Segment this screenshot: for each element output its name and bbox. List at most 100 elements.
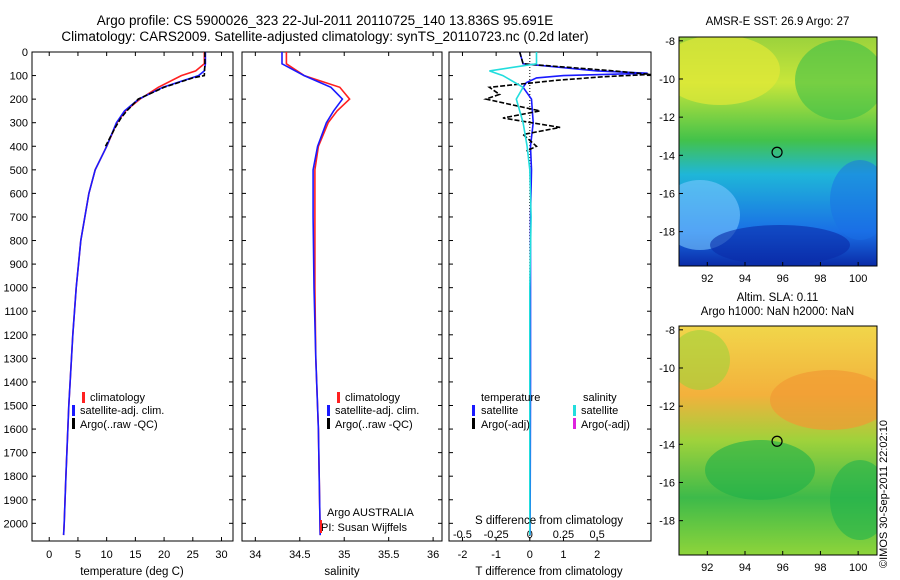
argo-location-marker <box>771 435 783 447</box>
map-y-tick-label: -8 <box>665 325 675 337</box>
x-axis-label-s-difference: S difference from climatology <box>475 515 623 527</box>
legend-swatch-satellite <box>327 405 330 416</box>
x-tick-label-top: -0.25 <box>484 529 509 541</box>
map-x-tick-label: 96 <box>777 562 789 574</box>
map-y-tick-label: -10 <box>659 74 675 86</box>
x-tick-label: -1 <box>491 549 501 561</box>
map-y-tick-label: -16 <box>659 188 675 200</box>
y-tick-label: 400 <box>10 141 28 153</box>
y-tick-label: 0 <box>22 47 28 59</box>
x-axis-label-salinity: salinity <box>324 566 359 578</box>
legend-climatology: climatology <box>90 392 146 404</box>
salinity-legend: climatology satellite-adj. clim. Argo(..… <box>320 392 419 534</box>
legend-climatology: climatology <box>345 392 401 404</box>
legend-swatch-climatology <box>337 392 340 403</box>
map2-title: Altim. SLA: 0.11 <box>736 292 819 304</box>
map-x-tick-label: 92 <box>701 562 713 574</box>
y-tick-label: 1100 <box>4 306 28 318</box>
map-y-tick-label: -18 <box>659 516 675 528</box>
x-tick-label: 15 <box>129 549 141 561</box>
map1-title: AMSR-E SST: 26.9 Argo: 27 <box>705 16 850 28</box>
map-x-tick-label: 100 <box>849 273 867 285</box>
series-line-temperature-argo-adj- <box>483 51 652 152</box>
sst-map <box>679 37 877 266</box>
series-line-salinity-satellite <box>489 52 538 536</box>
map-y-tick-label: -16 <box>659 477 675 489</box>
x-tick-label-top: 0.5 <box>589 529 604 541</box>
x-tick-label: 20 <box>158 549 170 561</box>
legend-header-salinity: salinity <box>583 392 617 404</box>
annotation-argo-australia: Argo AUSTRALIA <box>327 507 414 519</box>
x-tick-label: 5 <box>75 549 81 561</box>
y-tick-label: 1600 <box>4 424 28 436</box>
legend-satellite: satellite-adj. clim. <box>80 405 164 417</box>
y-tick-label: 2000 <box>4 518 28 530</box>
map-x-tick-label: 96 <box>777 273 789 285</box>
legend-argo: Argo(..raw -QC) <box>80 419 158 431</box>
y-tick-label: 1700 <box>4 448 28 460</box>
legend-swatch-t-argo <box>472 418 475 429</box>
legend-swatch-argo <box>72 418 75 429</box>
y-tick-label: 700 <box>10 212 28 224</box>
temperature-panel <box>31 51 234 542</box>
legend-t-argo: Argo(-adj) <box>481 419 530 431</box>
y-tick-label: 1900 <box>4 495 28 507</box>
annotation-pi: PI: Susan Wijffels <box>321 522 407 534</box>
series-line-argo-raw-qc- <box>104 52 206 147</box>
sst-map-frame <box>678 36 878 267</box>
legend-s-satellite: satellite <box>581 405 618 417</box>
salinity-panel <box>241 51 443 542</box>
legend-swatch-t-satellite <box>472 405 475 416</box>
x-tick-label: 25 <box>187 549 199 561</box>
map-y-tick-label: -8 <box>665 36 675 48</box>
legend-swatch-satellite <box>72 405 75 416</box>
y-tick-label: 1200 <box>4 330 28 342</box>
x-tick-label-top: -0.5 <box>453 529 472 541</box>
y-tick-label: 1000 <box>4 283 28 295</box>
x-tick-label: 30 <box>215 549 227 561</box>
y-tick-label: 1300 <box>4 353 28 365</box>
difference-legend: temperature salinity satellite Argo(-adj… <box>472 392 630 431</box>
y-tick-label: 1500 <box>4 400 28 412</box>
legend-argo: Argo(..raw -QC) <box>335 419 413 431</box>
x-tick-label-top: 0.25 <box>553 529 574 541</box>
map-x-tick-label: 92 <box>701 273 713 285</box>
map-y-tick-label: -10 <box>659 363 675 375</box>
y-tick-label: 300 <box>10 118 28 130</box>
argo-location-marker <box>771 146 783 158</box>
legend-swatch-climatology <box>82 392 85 403</box>
map-x-tick-label: 98 <box>814 562 826 574</box>
header-line-1: Argo profile: CS 5900026_323 22-Jul-2011… <box>96 13 554 28</box>
x-tick-label: 34 <box>249 549 261 561</box>
temperature-legend: climatology satellite-adj. clim. Argo(..… <box>72 392 164 431</box>
difference-panel <box>448 51 652 542</box>
sla-map-frame <box>678 325 878 556</box>
x-tick-label: 10 <box>101 549 113 561</box>
map-x-tick-label: 94 <box>739 562 751 574</box>
header-line-2: Climatology: CARS2009. Satellite-adjuste… <box>61 29 589 44</box>
y-tick-label: 1400 <box>4 377 28 389</box>
x-tick-label: 2 <box>594 549 600 561</box>
map-y-tick-label: -14 <box>659 439 675 451</box>
legend-swatch-s-satellite <box>573 405 576 416</box>
x-tick-label: 1 <box>560 549 566 561</box>
y-tick-label: 100 <box>10 71 28 83</box>
x-tick-label: 35 <box>338 549 350 561</box>
legend-t-satellite: satellite <box>481 405 518 417</box>
x-tick-label: 0 <box>527 549 533 561</box>
y-tick-label: 900 <box>10 259 28 271</box>
map-x-tick-label: 94 <box>739 273 751 285</box>
y-tick-label: 800 <box>10 236 28 248</box>
y-tick-label: 1800 <box>4 471 28 483</box>
x-tick-label: 35.5 <box>378 549 399 561</box>
map-y-tick-label: -12 <box>659 112 675 124</box>
map-x-tick-label: 98 <box>814 273 826 285</box>
legend-swatch-s-argo <box>573 418 576 429</box>
legend-swatch-argo <box>327 418 330 429</box>
legend-s-argo: Argo(-adj) <box>581 419 630 431</box>
map-x-tick-label: 100 <box>849 562 867 574</box>
x-tick-label: 0 <box>46 549 52 561</box>
x-tick-label: -2 <box>458 549 468 561</box>
map2-subtitle: Argo h1000: NaN h2000: NaN <box>700 306 855 318</box>
